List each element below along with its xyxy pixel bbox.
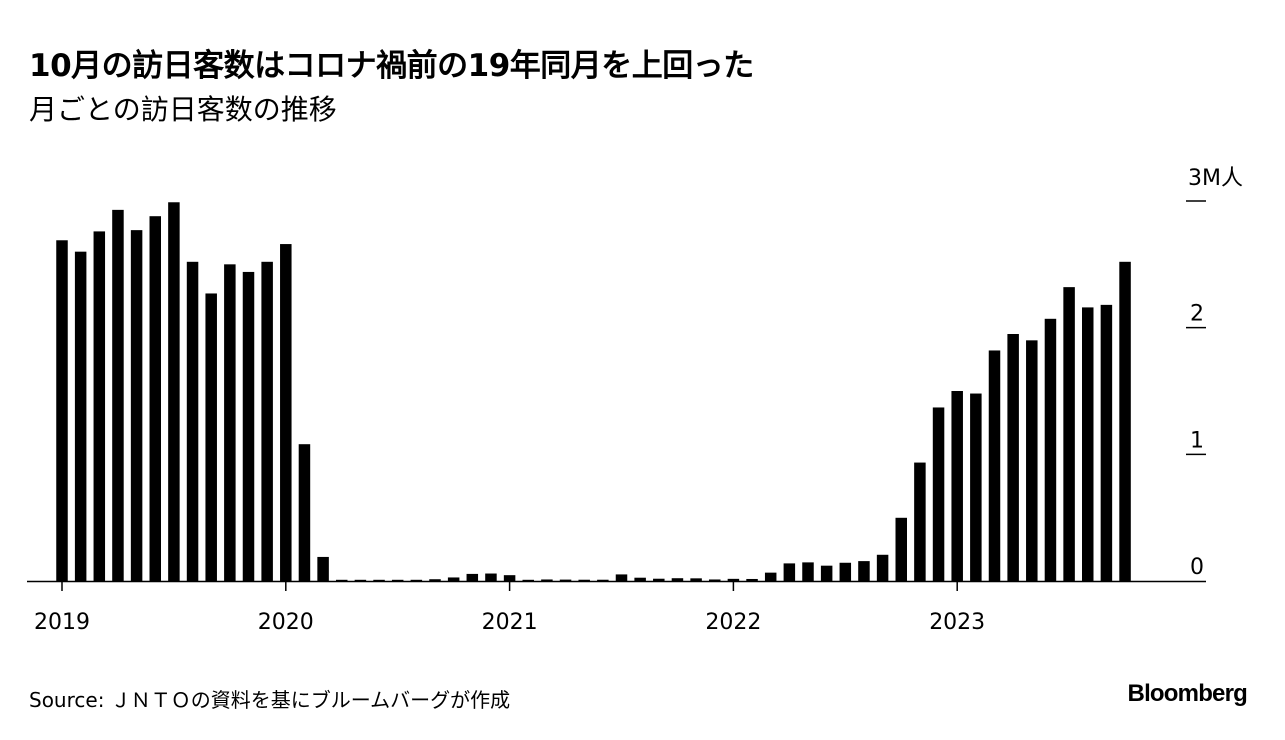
bar-2022-01 bbox=[727, 578, 740, 581]
bar-2022-07 bbox=[839, 562, 852, 581]
bar-2019-10 bbox=[224, 264, 236, 581]
bar-2020-03 bbox=[317, 556, 329, 581]
bar-2020-12 bbox=[485, 573, 497, 581]
bar-2020-05 bbox=[354, 579, 367, 581]
bar-2019-03 bbox=[93, 231, 106, 581]
x-tick-label-2021: 2021 bbox=[482, 610, 538, 635]
x-tick-label-2020: 2020 bbox=[258, 610, 314, 635]
bar-2022-11 bbox=[914, 462, 926, 581]
bar-2022-08 bbox=[858, 561, 870, 581]
y-tick-label-2: 2 bbox=[1190, 302, 1204, 327]
bar-2022-02 bbox=[746, 578, 758, 581]
bar-2023-06 bbox=[1044, 318, 1057, 581]
bar-2022-03 bbox=[764, 572, 777, 581]
bar-2019-01 bbox=[56, 240, 68, 581]
bar-2022-05 bbox=[802, 562, 814, 581]
page-title: 10月の訪日客数はコロナ禍前の19年同月を上回った bbox=[29, 48, 754, 84]
bar-2023-02 bbox=[970, 393, 982, 581]
bar-2022-10 bbox=[895, 517, 907, 581]
bar-2021-11 bbox=[690, 578, 702, 581]
bar-2023-03 bbox=[988, 350, 1001, 581]
bloomberg-logo: Bloomberg bbox=[1127, 680, 1248, 707]
bar-2019-07 bbox=[168, 202, 180, 581]
bar-2020-09 bbox=[429, 579, 441, 581]
bar-2023-04 bbox=[1007, 334, 1019, 581]
y-tick-label-0: 0 bbox=[1190, 555, 1204, 580]
bar-2022-06 bbox=[820, 565, 833, 581]
bar-2023-01 bbox=[951, 391, 963, 581]
bar-2022-12 bbox=[932, 407, 945, 581]
bar-2021-06 bbox=[597, 579, 609, 581]
bar-2019-02 bbox=[74, 251, 87, 581]
bar-2021-08 bbox=[634, 577, 646, 581]
bar-2021-04 bbox=[559, 579, 572, 581]
bar-2020-02 bbox=[298, 444, 311, 581]
bar-2019-05 bbox=[130, 230, 143, 581]
bar-2021-01 bbox=[503, 575, 516, 581]
x-tick-label-2023: 2023 bbox=[929, 610, 985, 635]
bar-2021-12 bbox=[709, 579, 721, 581]
bar-2023-07 bbox=[1063, 287, 1075, 581]
y-tick-label-1: 1 bbox=[1190, 428, 1204, 453]
bar-2022-04 bbox=[783, 563, 796, 581]
bar-2020-10 bbox=[447, 577, 460, 581]
bar-2020-01 bbox=[280, 244, 292, 582]
bar-2020-11 bbox=[466, 573, 479, 581]
x-tick-label-2022: 2022 bbox=[705, 610, 761, 635]
bar-2023-09 bbox=[1100, 304, 1113, 581]
page-subtitle: 月ごとの訪日客数の推移 bbox=[29, 93, 337, 126]
bar-2019-08 bbox=[186, 261, 199, 581]
bar-2021-02 bbox=[522, 579, 534, 581]
bar-2023-08 bbox=[1082, 307, 1094, 581]
bar-2019-06 bbox=[149, 216, 161, 581]
bar-2020-04 bbox=[336, 579, 348, 581]
bar-2019-12 bbox=[261, 261, 273, 581]
bar-2020-08 bbox=[410, 579, 423, 581]
bar-2023-05 bbox=[1026, 340, 1038, 581]
bar-2019-11 bbox=[242, 271, 255, 581]
bar-2021-05 bbox=[578, 579, 590, 581]
bar-2021-10 bbox=[671, 578, 684, 581]
y-axis-unit-label: 3M人 bbox=[1188, 166, 1243, 191]
bar-2019-09 bbox=[205, 293, 217, 581]
source-note: Source: ＪＮＴＯの資料を基にブルームバーグが作成 bbox=[29, 688, 511, 712]
bar-2020-07 bbox=[391, 579, 404, 581]
x-tick-label-2019: 2019 bbox=[34, 610, 90, 635]
bar-2021-09 bbox=[653, 578, 665, 581]
bar-2020-06 bbox=[373, 579, 385, 581]
bar-2021-07 bbox=[615, 574, 628, 581]
bar-2022-09 bbox=[876, 554, 889, 581]
bar-2023-10 bbox=[1119, 261, 1131, 581]
bar-2019-04 bbox=[112, 209, 124, 581]
bar-2021-03 bbox=[541, 579, 553, 581]
